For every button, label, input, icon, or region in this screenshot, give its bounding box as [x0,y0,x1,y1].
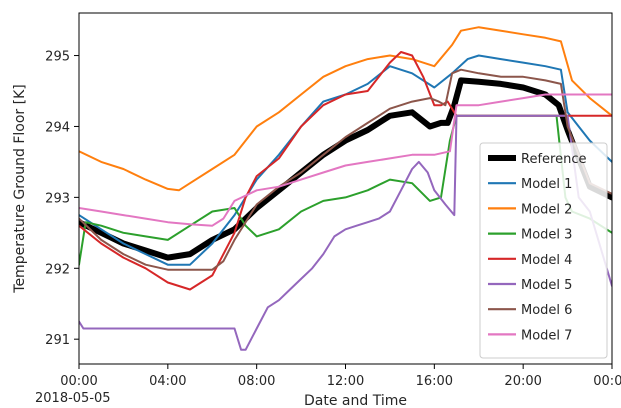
x-date-label: 2018-05-05 [35,391,111,406]
x-tick-label-3: 12:00 [327,374,364,389]
legend-label-4: Model 4 [521,253,572,268]
legend-label-5: Model 5 [521,278,572,293]
x-tick-label-0: 00:00 [60,374,97,389]
series-line-1 [79,54,612,266]
series-line-6 [79,68,612,271]
series-line-0 [79,77,612,261]
y-tick-label-2: 293 [45,191,70,206]
legend-label-1: Model 1 [521,177,572,192]
axes-layer: 00:00 04:00 08:00 12:00 16:00 20:00 00:00 291 29… [45,50,621,389]
series-layer [79,26,612,351]
series-line-2 [79,26,612,192]
x-tick-label-1: 04:00 [149,374,186,389]
legend-label-7: Model 7 [521,328,572,343]
x-tick-label-6: 00:00 [593,374,621,389]
legend-label-3: Model 3 [521,228,572,243]
legend-box [479,142,608,359]
y-tick-label-0: 291 [45,333,70,348]
legend-label-0: Reference [521,152,586,167]
x-tick-label-5: 20:00 [504,374,541,389]
x-axis-title: Date and Time [304,393,407,408]
y-tick-label-3: 294 [45,120,70,135]
y-tick-label-1: 292 [45,262,70,277]
series-line-7 [79,93,612,227]
series-line-5 [79,114,612,351]
y-axis-title: Temperature Ground Floor [K] [12,84,28,293]
y-tick-label-4: 295 [45,50,70,65]
legend-label-2: Model 2 [521,202,572,217]
x-tick-label-2: 08:00 [238,374,275,389]
legend: Reference Model 1 Model 2 Model 3 Model 4 Mod… [479,142,608,359]
legend-label-6: Model 6 [521,303,572,318]
x-tick-label-4: 16:00 [416,374,453,389]
